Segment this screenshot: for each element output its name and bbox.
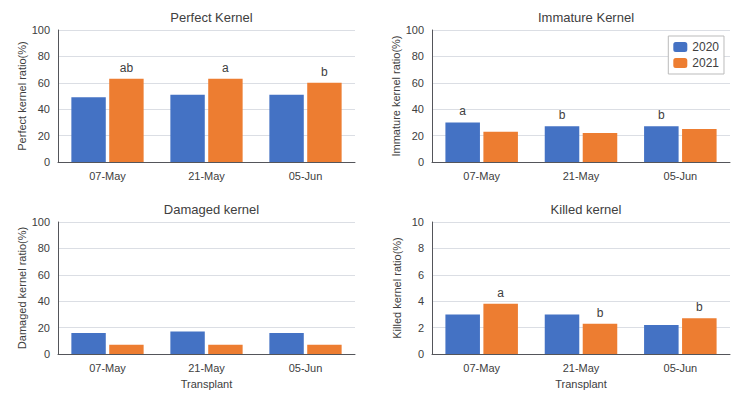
svg-text:b: b: [321, 65, 328, 79]
svg-text:05-Jun: 05-Jun: [664, 362, 698, 374]
svg-text:a: a: [222, 61, 229, 75]
svg-text:20: 20: [38, 322, 50, 334]
svg-text:b: b: [696, 300, 703, 314]
svg-text:20: 20: [38, 130, 50, 142]
svg-text:Immature Kernel: Immature Kernel: [538, 10, 634, 25]
svg-text:60: 60: [412, 77, 424, 89]
svg-text:a: a: [497, 286, 504, 300]
svg-text:100: 100: [32, 24, 50, 36]
svg-text:b: b: [658, 108, 665, 122]
svg-text:a: a: [459, 104, 466, 118]
svg-text:100: 100: [32, 216, 50, 228]
svg-text:2021: 2021: [692, 56, 719, 70]
svg-text:05-Jun: 05-Jun: [289, 170, 323, 182]
svg-text:Perfect Kernel: Perfect Kernel: [170, 10, 252, 25]
svg-text:05-Jun: 05-Jun: [664, 170, 698, 182]
svg-text:0: 0: [44, 156, 50, 168]
svg-text:40: 40: [38, 103, 50, 115]
svg-text:0: 0: [418, 348, 424, 360]
svg-text:80: 80: [38, 50, 50, 62]
svg-text:40: 40: [38, 295, 50, 307]
svg-text:07-May: 07-May: [89, 170, 126, 182]
svg-text:21-May: 21-May: [563, 170, 600, 182]
svg-text:21-May: 21-May: [563, 362, 600, 374]
svg-text:40: 40: [412, 103, 424, 115]
svg-text:80: 80: [412, 50, 424, 62]
svg-text:05-Jun: 05-Jun: [289, 362, 323, 374]
svg-text:ab: ab: [120, 61, 134, 75]
svg-text:20: 20: [412, 130, 424, 142]
svg-text:0: 0: [418, 156, 424, 168]
svg-text:21-May: 21-May: [188, 362, 225, 374]
svg-text:Transplant: Transplant: [181, 378, 233, 390]
svg-text:Damaged kernel ratio(%): Damaged kernel ratio(%): [16, 227, 28, 349]
svg-text:Transplant: Transplant: [555, 378, 607, 390]
svg-text:100: 100: [406, 24, 424, 36]
svg-text:Immature kernel ratio(%): Immature kernel ratio(%): [390, 35, 402, 156]
svg-text:2: 2: [418, 322, 424, 334]
svg-text:80: 80: [38, 242, 50, 254]
svg-text:b: b: [559, 108, 566, 122]
svg-text:10: 10: [412, 216, 424, 228]
svg-text:07-May: 07-May: [463, 170, 500, 182]
svg-text:b: b: [597, 306, 604, 320]
svg-text:60: 60: [38, 269, 50, 281]
svg-text:21-May: 21-May: [188, 170, 225, 182]
svg-text:07-May: 07-May: [89, 362, 126, 374]
svg-text:Perfect kernel ratio(%): Perfect kernel ratio(%): [16, 41, 28, 150]
svg-text:Damaged kernel: Damaged kernel: [164, 202, 259, 217]
svg-text:4: 4: [418, 295, 424, 307]
svg-text:8: 8: [418, 242, 424, 254]
svg-text:Killed kernel ratio(%): Killed kernel ratio(%): [391, 237, 403, 338]
svg-text:6: 6: [418, 269, 424, 281]
svg-text:Killed kernel: Killed kernel: [551, 202, 622, 217]
svg-text:2020: 2020: [692, 40, 719, 54]
svg-text:07-May: 07-May: [463, 362, 500, 374]
svg-text:0: 0: [44, 348, 50, 360]
svg-text:60: 60: [38, 77, 50, 89]
